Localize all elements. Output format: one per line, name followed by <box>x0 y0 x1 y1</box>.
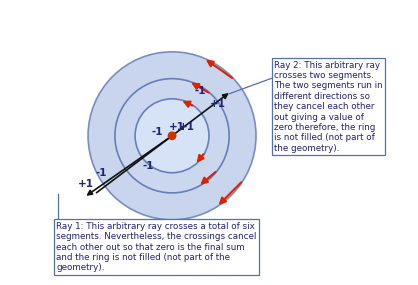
Text: +1: +1 <box>210 99 226 109</box>
Circle shape <box>135 99 209 173</box>
Text: -1: -1 <box>151 127 163 137</box>
Text: +1: +1 <box>179 122 195 132</box>
Text: Ray 1: This arbitrary ray crosses a total of six
segments. Nevertheless, the cro: Ray 1: This arbitrary ray crosses a tota… <box>56 222 257 272</box>
Text: -1: -1 <box>96 168 107 178</box>
Circle shape <box>88 52 256 220</box>
Text: Ray 2: This arbitrary ray
crosses two segments.
The two segments run in
differen: Ray 2: This arbitrary ray crosses two se… <box>274 60 383 153</box>
Circle shape <box>168 132 176 139</box>
Text: +1: +1 <box>169 122 185 132</box>
Text: -1: -1 <box>143 161 154 171</box>
Text: +1: +1 <box>78 179 94 189</box>
Circle shape <box>115 79 229 193</box>
Text: -1: -1 <box>194 86 206 96</box>
